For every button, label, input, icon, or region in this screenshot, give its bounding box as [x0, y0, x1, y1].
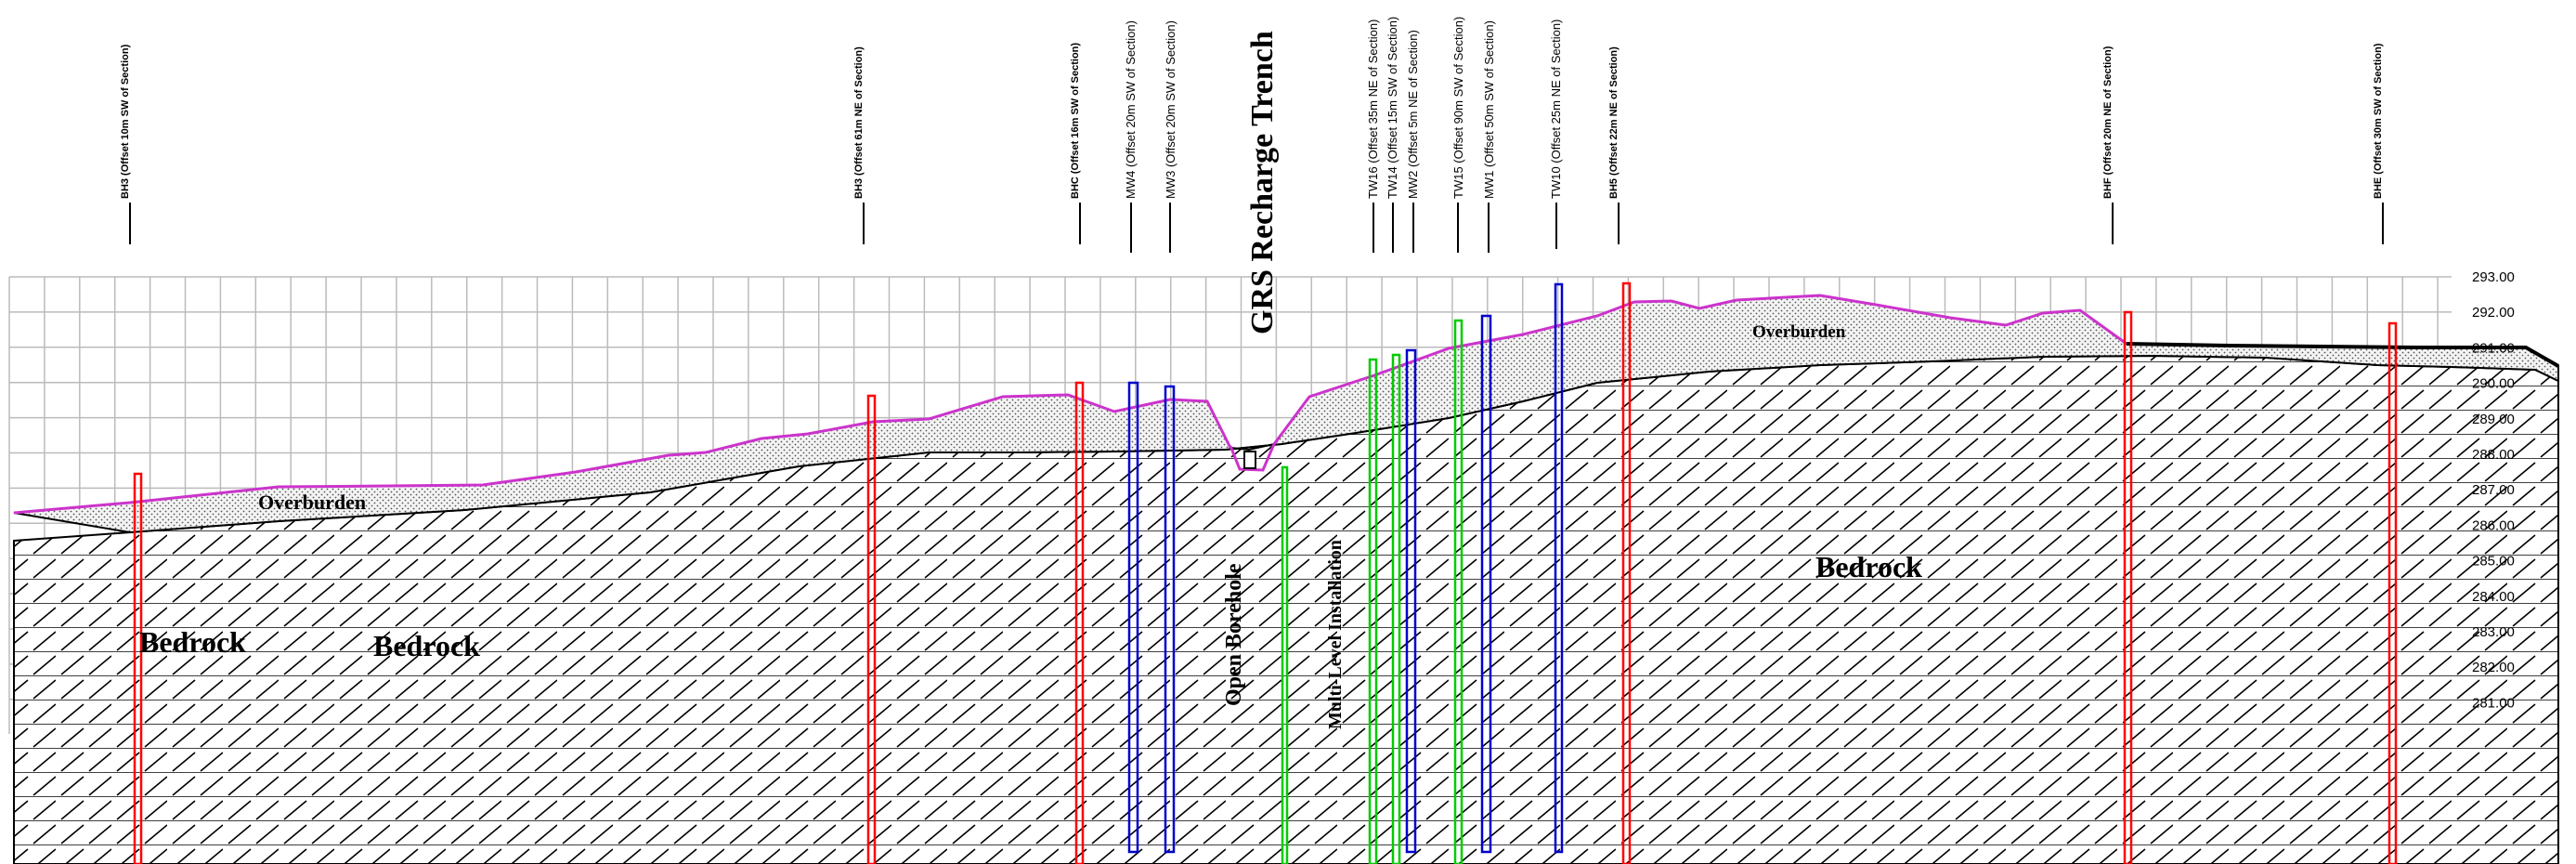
- label-bh-f: BHE (Offset 30m SW of Section): [2373, 43, 2384, 199]
- well-tw16: [1368, 358, 1378, 864]
- trench-box: [1243, 451, 1256, 469]
- bedrock-label-2: Bedrock: [373, 629, 480, 662]
- label-tw15: TW15 (Offset 90m SW of Section): [1451, 17, 1465, 199]
- label-bh-e: BHF (Offset 20m NE of Section): [2102, 46, 2114, 199]
- well-mw2: [1405, 348, 1417, 854]
- multilevel-label: Multi-Level Installation: [1325, 540, 1346, 729]
- diagram-title: GRS Recharge Trench: [1245, 31, 1280, 334]
- elevation-tick-label: 287.00: [2472, 482, 2515, 498]
- borehole-bh-c: [1074, 381, 1085, 864]
- label-bh-c: BHC (Offset 16m SW of Section): [1070, 43, 1081, 199]
- overburden-label-right: Overburden: [1752, 322, 1846, 342]
- ground-surface-right: [2126, 342, 2559, 368]
- well-tw14: [1391, 353, 1401, 864]
- well-tw15: [1453, 319, 1464, 864]
- elevation-tick-label: 284.00: [2472, 589, 2515, 605]
- label-tw14: TW14 (Offset 15m SW of Section): [1386, 17, 1399, 199]
- label-mw2: MW2 (Offset 5m NE of Section): [1406, 30, 1420, 199]
- elevation-tick-label: 285.00: [2472, 554, 2515, 569]
- overburden-label-left: Overburden: [258, 491, 366, 514]
- label-mw4: MW4 (Offset 20m SW of Section): [1124, 20, 1138, 199]
- ground-surface: [13, 294, 2127, 515]
- label-bh-d: BH5 (Offset 22m NE of Section): [1608, 46, 1620, 199]
- monitoring-wells: [1127, 282, 1564, 854]
- elevation-tick-label: 289.00: [2472, 412, 2515, 427]
- label-mw3: MW3 (Offset 20m SW of Section): [1164, 20, 1177, 199]
- elevation-tick-label: 283.00: [2472, 624, 2515, 640]
- well-mw3: [1164, 385, 1176, 854]
- well-mw4: [1127, 381, 1139, 854]
- label-mw1: MW1 (Offset 50m SW of Section): [1482, 20, 1496, 199]
- bedrock-label-1: Bedrock: [139, 625, 246, 659]
- elevation-axis: 293.00 292.00 291.00 290.00 289.00 288.00 287.…: [2472, 269, 2515, 711]
- elevation-tick-label: 286.00: [2472, 517, 2515, 533]
- recharge-trench: [1229, 443, 1276, 472]
- elevation-tick-label: 281.00: [2472, 695, 2515, 711]
- well-mw1: [1480, 314, 1492, 854]
- elevation-tick-label: 290.00: [2472, 376, 2515, 392]
- test-wells: [1281, 319, 1464, 864]
- open-borehole-well: [1281, 465, 1289, 864]
- elevation-tick-label: 293.00: [2472, 269, 2515, 285]
- open-borehole-label: Open Borehole: [1222, 563, 1246, 706]
- bedrock-label-3: Bedrock: [1815, 550, 1922, 583]
- label-leaders: [129, 203, 2384, 253]
- borehole-casings: [133, 281, 2398, 864]
- well-tw10: [1554, 282, 1564, 854]
- elevation-tick-label: 288.00: [2472, 447, 2515, 463]
- borehole-bh-d: [1621, 281, 1632, 864]
- label-tw16: TW16 (Offset 35m NE of Section): [1366, 20, 1380, 199]
- borehole-bh-b: [866, 394, 877, 864]
- borehole-bh-a: [133, 472, 143, 864]
- elevation-tick-label: 291.00: [2472, 340, 2515, 356]
- elevation-tick-label: 292.00: [2472, 305, 2515, 321]
- label-tw10: TW10 (Offset 25m NE of Section): [1549, 20, 1563, 199]
- label-bh-b: BH3 (Offset 61m NE of Section): [853, 46, 865, 199]
- elevation-tick-label: 282.00: [2472, 660, 2515, 675]
- label-bh-a: BH3 (Offset 10m SW of Section): [120, 44, 131, 199]
- borehole-bh-e: [2123, 310, 2133, 864]
- borehole-bh-f: [2387, 321, 2398, 864]
